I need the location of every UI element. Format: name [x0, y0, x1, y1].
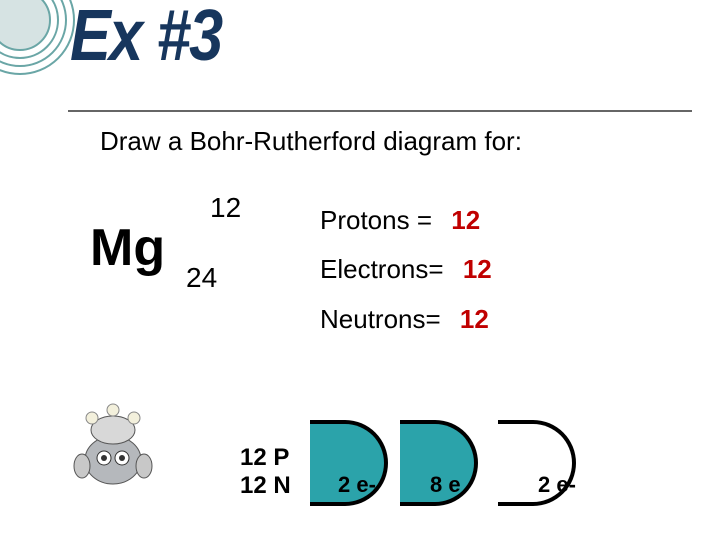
neutrons-row: Neutrons= 12 — [320, 295, 492, 344]
mass-number: 24 — [186, 262, 217, 294]
shell-label-3: 2 e- — [538, 472, 576, 498]
protons-value: 12 — [451, 205, 480, 235]
shell-label-2: 8 e — [430, 472, 461, 498]
nucleus-line1: 12 P — [240, 444, 291, 472]
particle-counts: Protons = 12 Electrons= 12 Neutrons= 12 — [320, 196, 492, 344]
title-banner: Ex #3 — [70, 0, 248, 72]
subtitle-block: Draw a Bohr-Rutherford diagram for: — [0, 110, 720, 157]
element-symbol: Mg — [90, 218, 165, 278]
electrons-label: Electrons= — [320, 254, 444, 284]
bohr-diagram: 12 P 12 N 2 e- 8 e 2 e- — [240, 420, 660, 530]
electrons-value: 12 — [463, 254, 492, 284]
atomic-number: 12 — [210, 192, 241, 224]
shell-label-1: 2 e- — [338, 472, 376, 498]
subtitle-text: Draw a Bohr-Rutherford diagram for: — [100, 126, 720, 157]
mascot-image — [70, 400, 156, 492]
protons-row: Protons = 12 — [320, 196, 492, 245]
electrons-row: Electrons= 12 — [320, 245, 492, 294]
page-title: Ex #3 — [70, 0, 221, 72]
nucleus-line2: 12 N — [240, 472, 291, 500]
neutrons-label: Neutrons= — [320, 304, 441, 334]
nucleus-label: 12 P 12 N — [240, 444, 291, 499]
protons-label: Protons = — [320, 205, 432, 235]
neutrons-value: 12 — [460, 304, 489, 334]
title-underline — [68, 110, 692, 112]
